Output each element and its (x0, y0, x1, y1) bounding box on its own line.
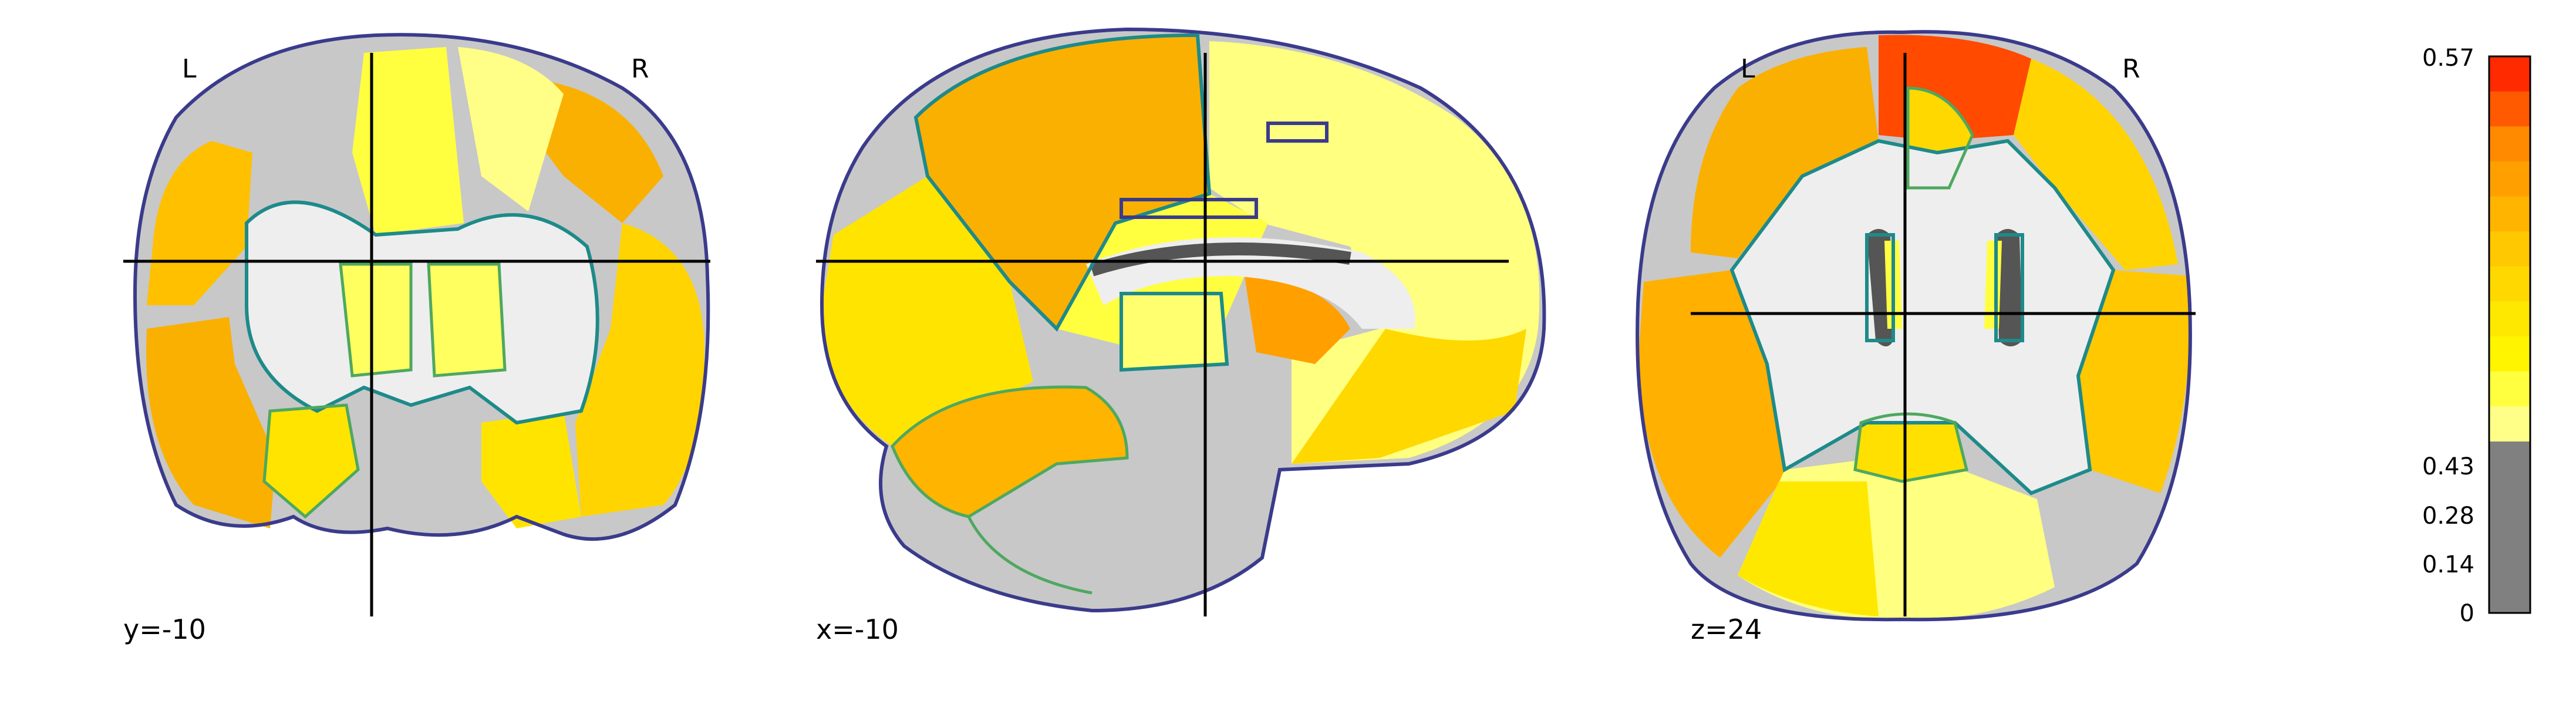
axial-region-back-left-yellow (1738, 481, 1879, 616)
colorbar-bands (2489, 56, 2530, 442)
axial-outline-green (1853, 86, 1974, 483)
colorbar-tick-label: 0.14 (2422, 551, 2474, 578)
axial-white-matter (1732, 141, 2113, 493)
sagittal-thalamus (1121, 294, 1227, 370)
coronal-region-top-yellow (352, 47, 464, 235)
colorbar-band (2489, 196, 2530, 232)
coronal-white-matter (247, 202, 598, 423)
sagittal-outline-blue-fornix (1120, 122, 1329, 219)
axial-region-right-front-yellow (2014, 59, 2178, 270)
coronal-left-label: L (182, 54, 197, 84)
axial-region-right-side-yellow (2078, 270, 2191, 493)
axial-region-back-yellow (1855, 414, 1967, 481)
coronal-coordinate-label: y=-10 (123, 614, 206, 645)
axial-outline-navy (1636, 30, 2192, 622)
colorbar-threshold-label: 0.43 (2422, 453, 2474, 480)
axial-left-label: L (1741, 54, 1755, 84)
colorbar-max-label: 0.57 (2422, 45, 2474, 72)
colorbar-frame (2488, 55, 2531, 614)
coronal-outline-green (262, 262, 507, 519)
colorbar-band (2489, 336, 2530, 372)
coronal-outline-navy (133, 33, 710, 541)
colorbar: 0.57 0.43 0.28 0.14 0 (2422, 45, 2531, 627)
coronal-region-right-orange (528, 82, 663, 223)
colorbar-band (2489, 56, 2530, 92)
axial-coordinate-label: z=24 (1691, 614, 1762, 645)
coronal-region-upper-pale (458, 47, 564, 211)
sagittal-region-cingulate-orange (1245, 276, 1350, 364)
coronal-region-left-yellow (147, 141, 252, 305)
sagittal-region-frontal-yellow (1292, 329, 1526, 464)
sagittal-coordinate-label: x=-10 (816, 614, 899, 645)
axial-right-label: R (2122, 54, 2140, 84)
colorbar-band (2489, 126, 2530, 162)
colorbar-band (2489, 231, 2530, 267)
colorbar-band (2489, 91, 2530, 127)
axial-outline-teal (1729, 139, 2116, 496)
coronal-deep-gray (340, 264, 505, 376)
colorbar-band (2489, 406, 2530, 442)
axial-region-left-front-orange (1691, 47, 1879, 258)
colorbar-band (2489, 301, 2530, 337)
colorbar-tick-label: 0 (2460, 600, 2474, 627)
colorbar-tick-label: 0.28 (2422, 503, 2474, 530)
axial-region-left-side-orange (1638, 270, 1791, 558)
coronal-right-label: R (631, 54, 649, 84)
colorbar-below-threshold (2489, 442, 2530, 613)
coronal-view: L R y=-10 (123, 33, 710, 645)
axial-caudate-right (1984, 241, 2002, 329)
colorbar-band (2489, 266, 2530, 302)
sagittal-outline-teal (913, 33, 1229, 372)
colorbar-band (2489, 371, 2530, 407)
colorbar-band (2489, 161, 2530, 197)
axial-view: L R z=24 (1636, 30, 2196, 645)
sagittal-region-cerebellum-orange (892, 387, 1127, 517)
coronal-region-left-orange (146, 317, 276, 528)
coronal-region-bottom-yellow (481, 411, 581, 528)
sagittal-region-occipital-yellow (822, 176, 1033, 446)
sagittal-outline-navy (820, 27, 1546, 613)
sagittal-view: x=-10 (816, 27, 1546, 645)
sagittal-outline-green (891, 385, 1129, 595)
coronal-region-right-yellow (575, 223, 704, 517)
axial-right-ventricle (1996, 229, 2022, 346)
coronal-outline-teal (245, 200, 599, 425)
